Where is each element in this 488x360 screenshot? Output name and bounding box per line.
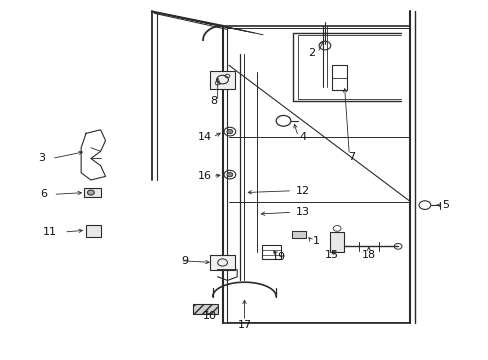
Text: 18: 18 — [361, 250, 375, 260]
Bar — [210, 255, 234, 270]
Text: 4: 4 — [299, 132, 306, 142]
Text: 1: 1 — [312, 236, 320, 246]
Text: 9: 9 — [181, 256, 188, 266]
Bar — [261, 244, 281, 259]
Text: 2: 2 — [307, 48, 315, 58]
Text: 3: 3 — [39, 153, 45, 163]
Bar — [210, 71, 234, 89]
Text: 13: 13 — [295, 207, 309, 217]
Text: 19: 19 — [271, 252, 285, 262]
Bar — [193, 304, 217, 315]
Text: 10: 10 — [202, 311, 216, 321]
Text: 8: 8 — [210, 96, 217, 106]
Bar — [83, 188, 101, 197]
Bar — [86, 225, 101, 237]
Text: 11: 11 — [42, 227, 56, 237]
Bar — [329, 232, 344, 252]
Text: 15: 15 — [325, 250, 339, 260]
Text: 5: 5 — [441, 200, 448, 210]
Circle shape — [226, 172, 232, 177]
Text: 7: 7 — [347, 152, 355, 162]
Text: 16: 16 — [197, 171, 211, 181]
Bar — [331, 65, 346, 90]
Text: 6: 6 — [40, 189, 47, 199]
Text: 14: 14 — [197, 132, 211, 142]
Text: 12: 12 — [295, 186, 309, 196]
Text: 17: 17 — [237, 320, 251, 330]
Circle shape — [87, 190, 94, 195]
Polygon shape — [291, 231, 306, 238]
Circle shape — [226, 130, 232, 134]
